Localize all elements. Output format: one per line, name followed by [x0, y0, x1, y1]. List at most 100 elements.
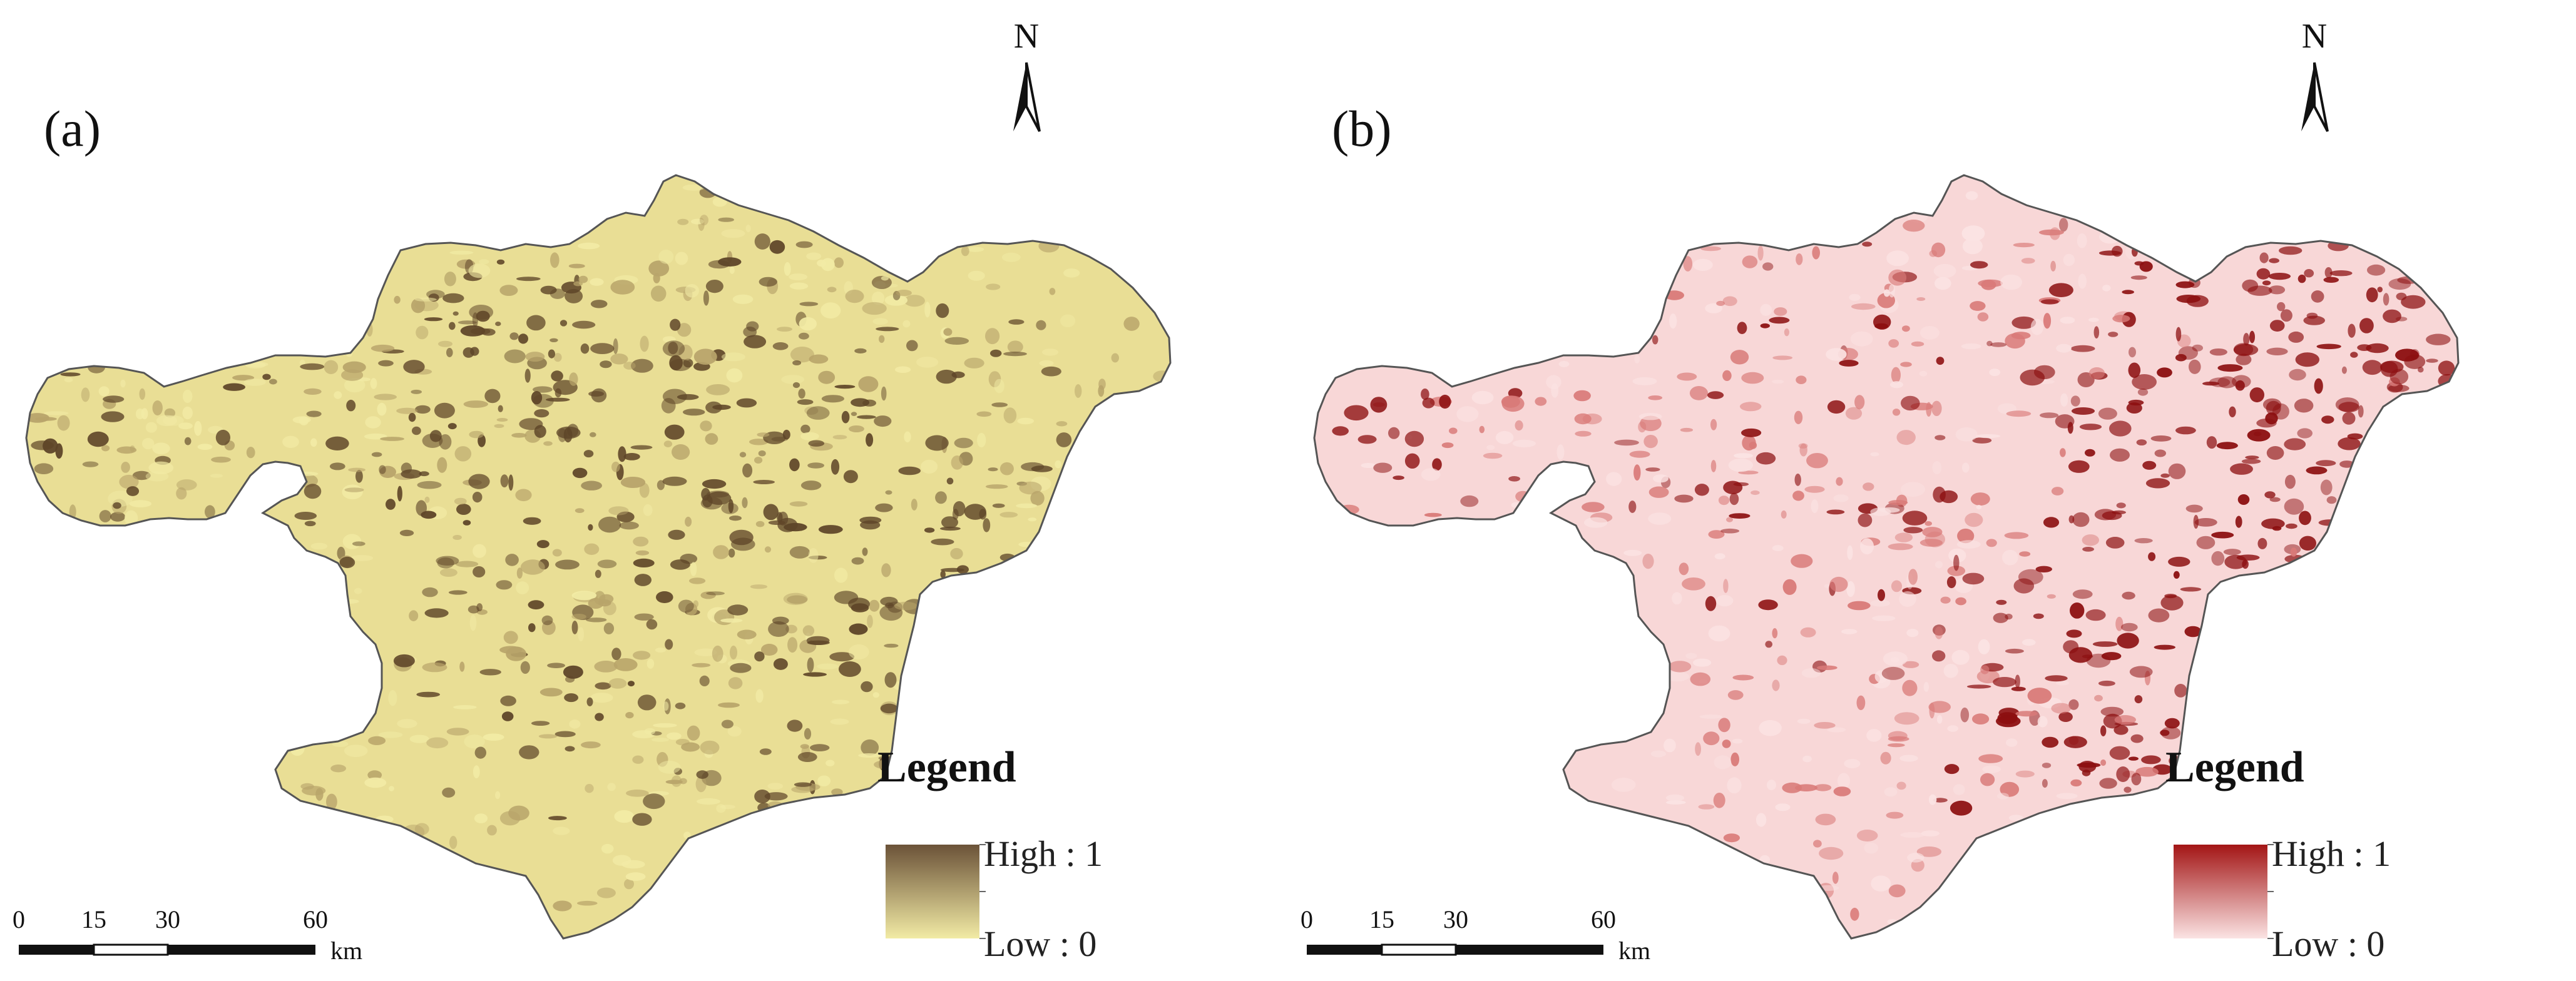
- raster-patch: [342, 361, 366, 374]
- raster-patch: [675, 703, 686, 709]
- raster-patch: [1693, 658, 1712, 667]
- raster-patch: [716, 804, 726, 813]
- raster-patch: [834, 567, 848, 583]
- raster-patch: [1961, 343, 1981, 350]
- raster-patch: [742, 497, 748, 509]
- raster-patch: [1792, 490, 1804, 501]
- raster-patch: [2186, 295, 2209, 307]
- raster-patch: [1933, 263, 1956, 278]
- scale-unit: km: [1618, 937, 1651, 965]
- raster-patch: [806, 252, 822, 260]
- raster-patch: [1896, 430, 1916, 445]
- raster-patch: [1956, 540, 1981, 549]
- raster-patch: [2367, 264, 2386, 276]
- raster-patch: [657, 480, 665, 490]
- raster-patch: [479, 669, 501, 676]
- raster-patch: [499, 811, 521, 826]
- raster-patch: [518, 333, 528, 344]
- raster-patch: [787, 595, 808, 604]
- raster-patch: [584, 543, 600, 555]
- raster-patch: [1714, 553, 1725, 560]
- raster-patch: [881, 386, 887, 401]
- raster-patch: [988, 467, 998, 472]
- raster-patch: [1932, 461, 1942, 475]
- raster-patch: [479, 259, 489, 265]
- raster-patch: [2045, 675, 2068, 682]
- raster-patch: [586, 697, 593, 706]
- raster-patch: [2108, 332, 2119, 337]
- raster-patch: [904, 295, 925, 307]
- raster-patch: [2056, 343, 2072, 353]
- raster-patch: [675, 739, 690, 746]
- raster-patch: [808, 440, 825, 447]
- raster-patch: [2128, 362, 2141, 379]
- raster-patch: [2217, 364, 2243, 372]
- scale-bar: [1307, 943, 1603, 956]
- raster-patch: [409, 610, 419, 621]
- raster-patch: [2077, 233, 2087, 248]
- raster-patch: [2288, 331, 2304, 343]
- raster-patch: [439, 434, 452, 450]
- raster-patch: [869, 599, 880, 612]
- raster-patch: [2410, 349, 2420, 360]
- study-area-boundary: [25, 174, 1172, 940]
- raster-patch: [503, 631, 518, 644]
- raster-patch: [2113, 725, 2129, 735]
- raster-patch: [476, 310, 490, 322]
- raster-patch: [563, 665, 583, 679]
- map-panel-a: (a) N Legend High : 1 Low : 0 0 15 30 60…: [13, 19, 1172, 963]
- raster-patch: [759, 277, 778, 287]
- raster-patch: [1837, 773, 1850, 789]
- raster-patch: [832, 699, 850, 704]
- raster-patch: [1960, 707, 1970, 723]
- raster-patch: [633, 651, 651, 660]
- legend-title: Legend: [2165, 743, 2304, 791]
- raster-patch: [2033, 613, 2044, 619]
- raster-patch: [721, 352, 745, 362]
- raster-patch: [1935, 561, 1943, 569]
- raster-patch: [295, 471, 319, 476]
- raster-patch: [2066, 629, 2082, 638]
- raster-patch: [1760, 303, 1772, 316]
- raster-patch: [1850, 331, 1873, 347]
- legend-color-ramp: [886, 845, 979, 938]
- raster-patch: [585, 784, 594, 793]
- raster-patch: [646, 619, 658, 630]
- raster-patch: [818, 370, 836, 384]
- raster-patch: [795, 241, 813, 248]
- raster-patch: [597, 559, 617, 569]
- raster-patch: [845, 290, 864, 303]
- raster-patch: [437, 457, 447, 473]
- raster-patch: [2148, 608, 2170, 623]
- raster-patch: [1495, 430, 1514, 444]
- raster-patch: [1891, 580, 1903, 592]
- raster-patch: [964, 357, 984, 369]
- raster-patch: [2157, 367, 2172, 378]
- raster-patch: [2037, 716, 2048, 728]
- raster-patch: [685, 516, 692, 527]
- raster-patch: [615, 815, 635, 820]
- raster-patch: [1756, 452, 1776, 465]
- raster-patch: [1679, 562, 1689, 576]
- raster-patch: [607, 783, 616, 791]
- raster-patch: [634, 613, 654, 621]
- raster-patch: [55, 443, 63, 459]
- raster-patch: [764, 792, 788, 801]
- raster-patch: [1946, 576, 1956, 589]
- raster-patch: [1665, 671, 1689, 682]
- raster-patch: [628, 681, 635, 687]
- raster-patch: [449, 836, 457, 849]
- raster-patch: [417, 480, 442, 489]
- raster-patch: [1039, 360, 1054, 367]
- raster-patch: [294, 512, 317, 520]
- raster-patch: [768, 520, 785, 526]
- raster-patch: [670, 318, 681, 331]
- raster-patch: [101, 411, 125, 422]
- raster-patch: [834, 591, 859, 604]
- raster-patch: [755, 521, 765, 527]
- raster-patch: [370, 378, 377, 389]
- raster-patch: [1606, 472, 1622, 486]
- raster-patch: [1860, 538, 1874, 555]
- raster-patch: [2224, 554, 2247, 569]
- raster-patch: [1722, 740, 1731, 748]
